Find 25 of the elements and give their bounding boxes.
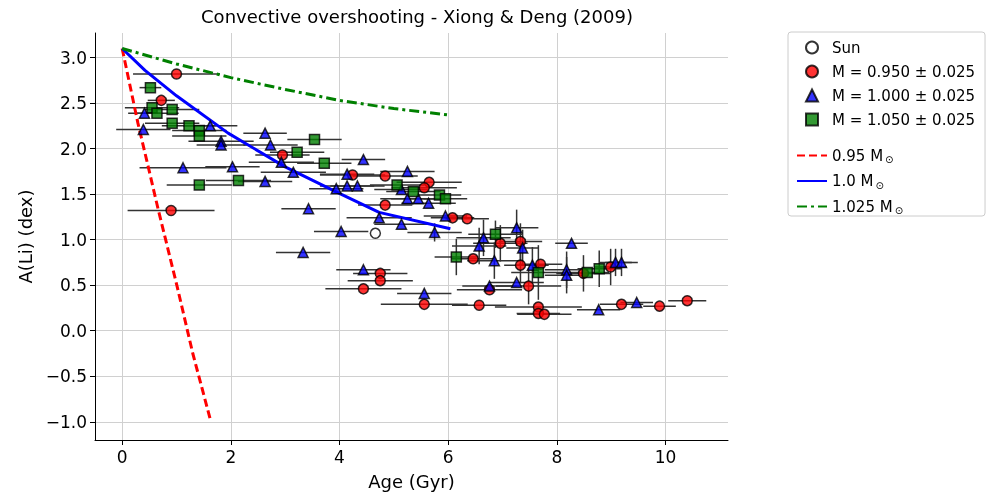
legend-label: 0.95 M⊙ <box>832 146 894 165</box>
y-axis-title: A(Li) (dex) <box>15 189 37 284</box>
y-tick-label: 1.0 <box>59 229 87 250</box>
legend-label: 1.025 M⊙ <box>832 197 904 216</box>
x-tick-label: 6 <box>442 446 454 467</box>
x-tick-label: 10 <box>654 446 677 467</box>
y-tick-label: −0.5 <box>45 366 87 387</box>
chart-title: Convective overshooting - Xiong & Deng (2009) <box>201 5 633 27</box>
x-axis-title: Age (Gyr) <box>368 470 455 492</box>
y-tick-label: −1.0 <box>45 411 87 432</box>
x-tick-label: 2 <box>225 446 237 467</box>
legend-label: M = 0.950 ± 0.025 <box>832 62 976 81</box>
legend-label: 1.0 M⊙ <box>832 172 884 191</box>
y-tick-label: 2.0 <box>59 138 87 159</box>
y-tick-label: 0.0 <box>59 320 87 341</box>
x-tick-label: 0 <box>116 446 128 467</box>
legend-label: M = 1.000 ± 0.025 <box>832 86 976 105</box>
x-tick-label: 8 <box>551 446 563 467</box>
y-tick-label: 0.5 <box>59 275 87 296</box>
y-tick-label: 3.0 <box>59 47 87 68</box>
legend-label: Sun <box>832 38 861 57</box>
y-tick-label: 2.5 <box>59 93 87 114</box>
y-tick-label: 1.5 <box>59 184 87 205</box>
legend-label: M = 1.050 ± 0.025 <box>832 110 976 129</box>
x-tick-label: 4 <box>334 446 345 467</box>
